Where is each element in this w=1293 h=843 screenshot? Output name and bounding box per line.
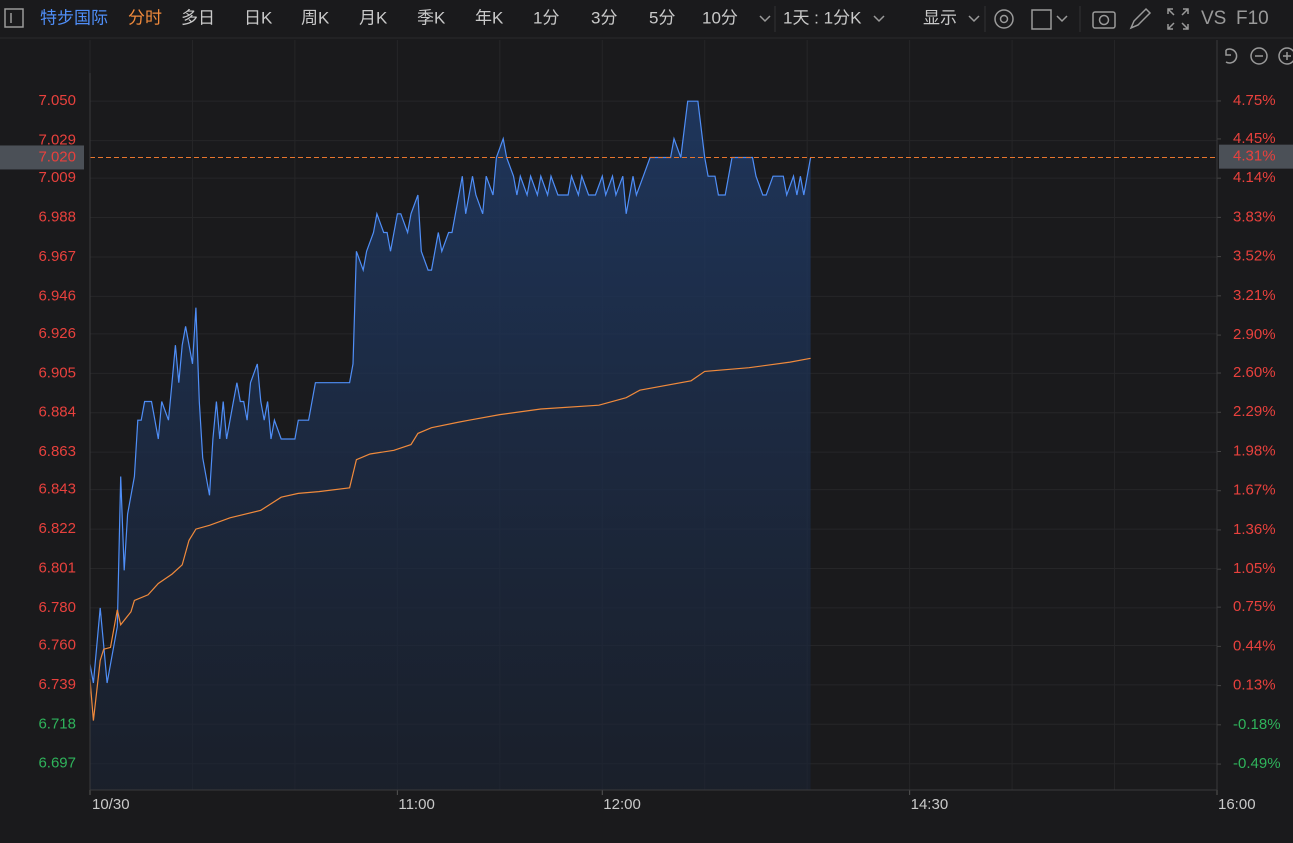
y-tick-label: 7.050 xyxy=(38,92,76,109)
y2-tick-label: -0.49% xyxy=(1233,755,1281,772)
zoom-out-icon[interactable] xyxy=(1250,47,1268,65)
price-area xyxy=(90,101,811,790)
y-tick-label: 6.884 xyxy=(38,404,76,421)
y2-tick-label: 1.05% xyxy=(1233,560,1276,577)
y-tick-label: 7.029 xyxy=(38,132,76,149)
y-tick-label: 6.697 xyxy=(38,755,76,772)
draw-icon[interactable] xyxy=(1129,7,1152,30)
y-tick-label: 6.946 xyxy=(38,287,76,304)
y-tick-label: 7.009 xyxy=(38,169,76,186)
period-tab[interactable]: 年K xyxy=(475,8,504,27)
zoom-in-sign xyxy=(1283,52,1291,60)
last-change-box xyxy=(1219,144,1293,169)
y-tick-label: 6.863 xyxy=(38,443,76,460)
last-price-label: 7.020 xyxy=(38,148,76,165)
fullscreen-icon[interactable] xyxy=(1167,8,1189,30)
f10-button[interactable]: F10 xyxy=(1236,8,1269,29)
toolbar: 特步国际 1天 : 1分K 显示 VS F10 分时 多日 日K 周K 月K 季K 年K 1分… xyxy=(0,6,1293,65)
period-tab[interactable]: 日K xyxy=(244,8,273,27)
screenshot-lens xyxy=(1098,14,1110,26)
x-tick-label: 12:00 xyxy=(603,796,641,813)
symbol-name[interactable]: 特步国际 xyxy=(40,8,108,27)
y2-tick-label: 3.83% xyxy=(1233,208,1276,225)
compare-button[interactable]: VS xyxy=(1201,8,1226,29)
y2-tick-label: -0.18% xyxy=(1233,716,1281,733)
x-tick-label: 10/30 xyxy=(92,796,130,813)
period-tab[interactable]: 分时 xyxy=(128,8,162,27)
y2-tick-label: 1.98% xyxy=(1233,442,1276,459)
period-tab[interactable]: 3分 xyxy=(591,8,617,27)
chevron[interactable] xyxy=(759,15,771,23)
y2-tick-label: 4.75% xyxy=(1233,92,1276,109)
chevron[interactable] xyxy=(1056,15,1068,23)
y2-tick-label: 2.60% xyxy=(1233,364,1276,381)
y-tick-label: 6.967 xyxy=(38,248,76,265)
period-select[interactable]: 1天 : 1分K xyxy=(783,8,862,27)
undo-icon[interactable] xyxy=(1225,48,1238,64)
y2-tick-label: 2.29% xyxy=(1233,403,1276,420)
y2-tick-label: 4.45% xyxy=(1233,130,1276,147)
y-tick-label: 6.718 xyxy=(38,715,76,732)
screenshot-icon[interactable] xyxy=(1092,11,1116,29)
price-line xyxy=(89,100,812,684)
y-tick-label: 6.988 xyxy=(38,208,76,225)
y-tick-label: 6.926 xyxy=(38,325,76,342)
y-tick-label: 6.801 xyxy=(38,559,76,576)
settings-icon[interactable] xyxy=(994,9,1014,29)
period-tab[interactable]: 多日 xyxy=(181,8,215,27)
layout-icon[interactable] xyxy=(1031,9,1052,30)
y2-tick-label: 3.52% xyxy=(1233,248,1276,265)
y-tick-label: 6.739 xyxy=(38,676,76,693)
plot xyxy=(89,100,1217,790)
y2-tick-label: 1.36% xyxy=(1233,521,1276,538)
settings-icon-core xyxy=(999,14,1009,24)
y-tick-label: 6.760 xyxy=(38,636,76,653)
chevron[interactable] xyxy=(968,15,980,23)
y-tick-label: 6.780 xyxy=(38,599,76,616)
period-tab[interactable]: 5分 xyxy=(649,8,675,27)
y2-tick-label: 4.14% xyxy=(1233,169,1276,186)
y2-tick-label: 1.67% xyxy=(1233,482,1276,499)
y2-tick-label: 0.13% xyxy=(1233,677,1276,694)
y2-tick-label: 0.44% xyxy=(1233,637,1276,654)
x-tick-label: 11:00 xyxy=(398,796,434,813)
period-tab[interactable]: 10分 xyxy=(702,8,738,27)
y2-tick-label: 0.75% xyxy=(1233,598,1276,615)
period-tab[interactable]: 月K xyxy=(359,8,388,27)
y-tick-label: 6.905 xyxy=(38,364,76,381)
y2-tick-label: 3.21% xyxy=(1233,287,1276,304)
period-tab[interactable]: 季K xyxy=(417,8,446,27)
chevron[interactable] xyxy=(873,15,885,23)
last-change-label: 4.31% xyxy=(1233,148,1276,165)
axes: 7.050 7.029 7.009 6.988 6.967 6.946 6.926 6.905… xyxy=(0,40,1293,813)
average-line xyxy=(89,357,811,721)
period-tab[interactable]: 1分 xyxy=(533,8,559,27)
zoom-in-icon[interactable] xyxy=(1278,47,1293,65)
last-price-box xyxy=(0,145,84,170)
y-tick-label: 6.822 xyxy=(38,520,76,537)
sidebar-toggle[interactable] xyxy=(4,8,24,28)
period-tab[interactable]: 周K xyxy=(301,8,330,27)
display-button[interactable]: 显示 xyxy=(923,8,957,27)
x-tick-label: 16:00 xyxy=(1218,796,1256,813)
y-tick-label: 6.843 xyxy=(38,481,76,498)
y2-tick-label: 2.90% xyxy=(1233,326,1276,343)
x-tick-label: 14:30 xyxy=(911,796,949,813)
